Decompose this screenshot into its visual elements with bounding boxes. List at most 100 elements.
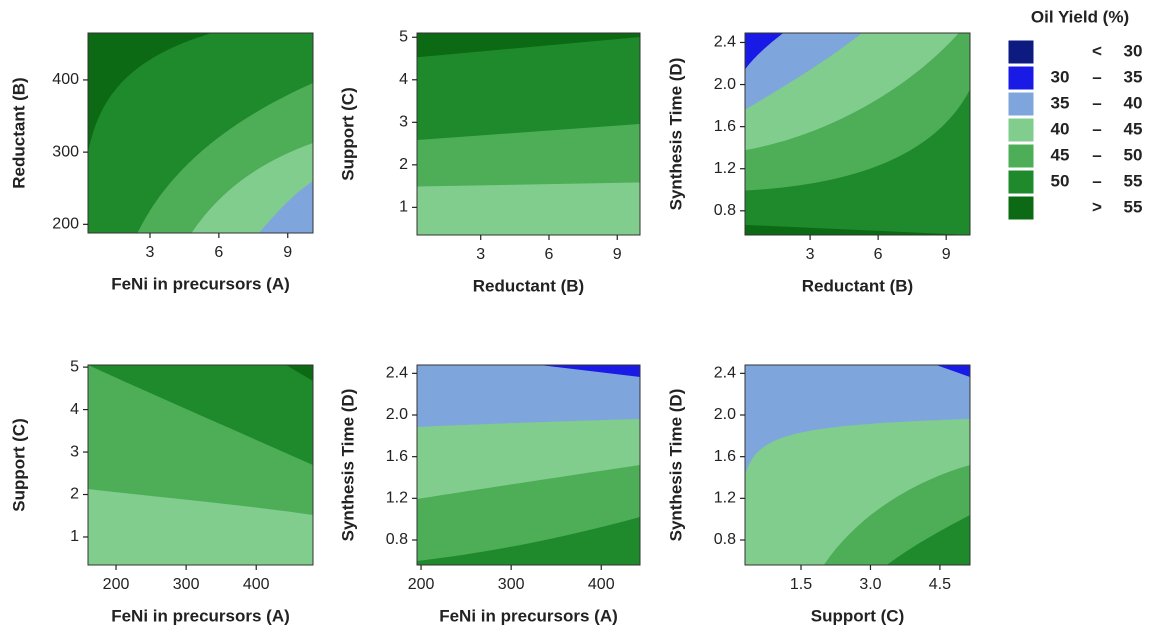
x-tick-label: 9 bbox=[283, 244, 292, 261]
y-tick-label: 400 bbox=[52, 71, 79, 88]
y-tick-label: 2.4 bbox=[386, 365, 408, 382]
x-axis-label: Reductant (B) bbox=[473, 276, 584, 295]
legend-sep: – bbox=[1092, 171, 1101, 190]
legend-swatch bbox=[1007, 195, 1035, 221]
legend-high: 55 bbox=[1124, 197, 1143, 216]
legend-low: 30 bbox=[1051, 67, 1070, 86]
x-axis-label: Reductant (B) bbox=[802, 276, 913, 295]
contour-band bbox=[745, 33, 784, 70]
x-tick-label: 6 bbox=[874, 246, 883, 263]
y-axis-label: Synthesis Time (D) bbox=[666, 389, 685, 542]
x-tick-label: 200 bbox=[103, 576, 130, 593]
y-axis-label: Support (C) bbox=[338, 87, 357, 180]
x-tick-label: 3 bbox=[476, 246, 485, 263]
legend-swatch bbox=[1007, 39, 1035, 65]
y-tick-label: 2 bbox=[70, 486, 79, 503]
y-tick-label: 1.6 bbox=[386, 448, 408, 465]
y-tick-label: 1.2 bbox=[714, 490, 736, 507]
legend-sep: – bbox=[1092, 145, 1101, 164]
legend-swatch bbox=[1007, 143, 1035, 169]
contour-band bbox=[936, 365, 970, 377]
x-axis-label: Support (C) bbox=[811, 606, 904, 625]
x-tick-label: 9 bbox=[613, 246, 622, 263]
legend-low: 50 bbox=[1051, 171, 1070, 190]
legend-title: Oil Yield (%) bbox=[1031, 7, 1129, 26]
y-tick-label: 2 bbox=[399, 156, 408, 173]
y-tick-label: 300 bbox=[52, 143, 79, 160]
x-tick-label: 400 bbox=[243, 576, 270, 593]
contour-band bbox=[417, 182, 640, 235]
y-tick-label: 3 bbox=[70, 443, 79, 460]
y-axis-label: Synthesis Time (D) bbox=[338, 389, 357, 542]
legend-high: 35 bbox=[1124, 67, 1143, 86]
y-tick-label: 5 bbox=[399, 28, 408, 45]
contour-plot bbox=[745, 33, 970, 235]
y-tick-label: 2.0 bbox=[386, 406, 408, 423]
y-tick-label: 5 bbox=[70, 358, 79, 375]
y-tick-label: 1 bbox=[70, 528, 79, 545]
legend-swatch bbox=[1007, 65, 1035, 91]
x-axis-label: FeNi in precursors (A) bbox=[439, 606, 618, 625]
plot-frame bbox=[416, 32, 641, 236]
x-axis-label: FeNi in precursors (A) bbox=[111, 274, 290, 293]
x-tick-label: 4.5 bbox=[929, 576, 951, 593]
y-tick-label: 1.6 bbox=[714, 118, 736, 135]
y-tick-label: 3 bbox=[399, 114, 408, 131]
legend-sep: < bbox=[1092, 41, 1102, 60]
legend-low: 45 bbox=[1051, 145, 1070, 164]
contour-band bbox=[745, 33, 862, 110]
x-tick-label: 400 bbox=[588, 576, 615, 593]
y-tick-label: 1 bbox=[399, 199, 408, 216]
x-tick-label: 3.0 bbox=[859, 576, 881, 593]
y-tick-label: 0.8 bbox=[714, 531, 736, 548]
contour-band bbox=[886, 515, 970, 565]
y-tick-label: 2.0 bbox=[714, 76, 736, 93]
contour-plot bbox=[88, 33, 313, 233]
legend-sep: > bbox=[1092, 197, 1102, 216]
plot-frame bbox=[87, 364, 314, 566]
x-tick-label: 6 bbox=[545, 246, 554, 263]
legend-high: 30 bbox=[1124, 41, 1143, 60]
y-tick-label: 0.8 bbox=[386, 531, 408, 548]
y-tick-label: 200 bbox=[52, 216, 79, 233]
x-tick-label: 6 bbox=[214, 244, 223, 261]
contour-plot bbox=[88, 365, 313, 565]
y-tick-label: 1.6 bbox=[714, 448, 736, 465]
contour-plot bbox=[745, 365, 970, 565]
legend-high: 40 bbox=[1124, 93, 1143, 112]
legend-swatch bbox=[1007, 169, 1035, 195]
y-axis-label: Reductant (B) bbox=[9, 77, 28, 188]
plot-frame bbox=[416, 364, 641, 566]
contour-band bbox=[88, 365, 313, 465]
contour-plot bbox=[417, 365, 640, 565]
contour-band bbox=[417, 517, 640, 565]
legend-sep: – bbox=[1092, 67, 1101, 86]
y-tick-label: 4 bbox=[399, 71, 408, 88]
x-tick-label: 300 bbox=[498, 576, 525, 593]
legend-swatch bbox=[1007, 117, 1035, 143]
legend-swatch bbox=[1007, 91, 1035, 117]
x-tick-label: 3 bbox=[146, 244, 155, 261]
x-tick-label: 9 bbox=[942, 246, 951, 263]
contour-band bbox=[259, 181, 313, 233]
x-tick-label: 300 bbox=[173, 576, 200, 593]
y-tick-label: 1.2 bbox=[714, 160, 736, 177]
y-axis-label: Synthesis Time (D) bbox=[666, 58, 685, 211]
legend-low: 35 bbox=[1051, 93, 1070, 112]
y-tick-label: 4 bbox=[70, 401, 79, 418]
legend-sep: – bbox=[1092, 93, 1101, 112]
legend-high: 50 bbox=[1124, 145, 1143, 164]
x-axis-label: FeNi in precursors (A) bbox=[111, 606, 290, 625]
legend-high: 55 bbox=[1124, 171, 1143, 190]
contour-band bbox=[417, 33, 640, 58]
y-tick-label: 2.4 bbox=[714, 34, 736, 51]
x-tick-label: 3 bbox=[806, 246, 815, 263]
legend-sep: – bbox=[1092, 119, 1101, 138]
legend-low: 40 bbox=[1051, 119, 1070, 138]
contour-band bbox=[286, 365, 313, 381]
plot-frame bbox=[744, 364, 971, 566]
legend-high: 45 bbox=[1124, 119, 1143, 138]
y-axis-label: Support (C) bbox=[9, 418, 28, 511]
contour-plot bbox=[417, 33, 640, 235]
